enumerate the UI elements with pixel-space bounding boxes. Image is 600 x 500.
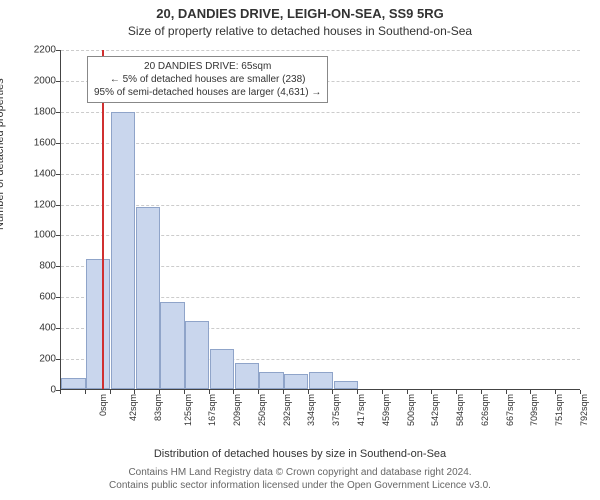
histogram-bar — [284, 374, 308, 389]
x-tick-mark — [506, 390, 507, 394]
y-tick-mark — [56, 359, 60, 360]
y-tick-mark — [56, 235, 60, 236]
x-tick-label: 209sqm — [232, 394, 242, 426]
x-tick-mark — [308, 390, 309, 394]
footer-line1: Contains HM Land Registry data © Crown c… — [0, 467, 600, 480]
chart-title: 20, DANDIES DRIVE, LEIGH-ON-SEA, SS9 5RG — [0, 6, 600, 21]
annotation-line1: 20 DANDIES DRIVE: 65sqm — [94, 60, 321, 73]
footer-attribution: Contains HM Land Registry data © Crown c… — [0, 467, 600, 492]
x-tick-label: 459sqm — [381, 394, 391, 426]
histogram-bar — [309, 372, 333, 389]
x-tick-label: 250sqm — [257, 394, 267, 426]
x-tick-label: 292sqm — [282, 394, 292, 426]
x-axis-label: Distribution of detached houses by size … — [0, 448, 600, 460]
x-tick-mark — [209, 390, 210, 394]
y-tick-label: 2200 — [28, 45, 56, 56]
annotation-box: 20 DANDIES DRIVE: 65sqm ← 5% of detached… — [87, 56, 328, 103]
annotation-line3: 95% of semi-detached houses are larger (… — [94, 86, 321, 99]
y-tick-mark — [56, 297, 60, 298]
x-tick-mark — [580, 390, 581, 394]
x-tick-label: 709sqm — [529, 394, 539, 426]
gridline — [61, 50, 580, 51]
x-tick-label: 584sqm — [455, 394, 465, 426]
x-tick-label: 83sqm — [153, 394, 163, 421]
y-tick-mark — [56, 143, 60, 144]
x-tick-mark — [184, 390, 185, 394]
gridline — [61, 112, 580, 113]
chart-subtitle: Size of property relative to detached ho… — [0, 24, 600, 38]
x-tick-label: 334sqm — [307, 394, 317, 426]
histogram-bar — [86, 259, 110, 389]
y-tick-mark — [56, 205, 60, 206]
histogram-bar — [111, 112, 135, 389]
y-tick-label: 400 — [28, 323, 56, 334]
y-tick-label: 1200 — [28, 199, 56, 210]
chart-container: 20, DANDIES DRIVE, LEIGH-ON-SEA, SS9 5RG… — [0, 0, 600, 500]
x-tick-label: 417sqm — [356, 394, 366, 426]
y-tick-label: 200 — [28, 354, 56, 365]
y-tick-label: 0 — [28, 385, 56, 396]
y-tick-mark — [56, 266, 60, 267]
x-tick-mark — [357, 390, 358, 394]
x-tick-label: 125sqm — [183, 394, 193, 426]
x-tick-mark — [530, 390, 531, 394]
x-tick-label: 792sqm — [579, 394, 589, 426]
gridline — [61, 205, 580, 206]
y-tick-mark — [56, 112, 60, 113]
histogram-bar — [160, 302, 184, 389]
x-tick-label: 751sqm — [554, 394, 564, 426]
y-tick-label: 2000 — [28, 75, 56, 86]
x-tick-label: 42sqm — [128, 394, 138, 421]
x-tick-mark — [555, 390, 556, 394]
gridline — [61, 143, 580, 144]
y-tick-label: 1600 — [28, 137, 56, 148]
gridline — [61, 174, 580, 175]
x-tick-label: 542sqm — [430, 394, 440, 426]
x-tick-label: 500sqm — [406, 394, 416, 426]
footer-line2: Contains public sector information licen… — [0, 480, 600, 493]
x-tick-mark — [431, 390, 432, 394]
y-axis-label: Number of detached properties — [0, 78, 6, 230]
x-tick-mark — [134, 390, 135, 394]
histogram-bar — [235, 363, 259, 389]
x-tick-label: 0sqm — [98, 394, 108, 416]
x-tick-mark — [159, 390, 160, 394]
x-tick-mark — [233, 390, 234, 394]
y-tick-mark — [56, 50, 60, 51]
x-tick-mark — [85, 390, 86, 394]
x-tick-mark — [60, 390, 61, 394]
annotation-line2: ← 5% of detached houses are smaller (238… — [94, 73, 321, 86]
histogram-bar — [259, 372, 283, 389]
x-tick-mark — [382, 390, 383, 394]
y-tick-label: 1000 — [28, 230, 56, 241]
histogram-bar — [334, 381, 358, 390]
y-tick-label: 600 — [28, 292, 56, 303]
x-tick-label: 375sqm — [331, 394, 341, 426]
y-tick-mark — [56, 328, 60, 329]
y-tick-label: 1800 — [28, 106, 56, 117]
x-tick-label: 626sqm — [480, 394, 490, 426]
y-tick-label: 1400 — [28, 168, 56, 179]
y-tick-mark — [56, 81, 60, 82]
y-tick-mark — [56, 174, 60, 175]
x-tick-mark — [407, 390, 408, 394]
x-tick-label: 167sqm — [207, 394, 217, 426]
x-tick-mark — [110, 390, 111, 394]
x-tick-mark — [283, 390, 284, 394]
x-tick-mark — [481, 390, 482, 394]
x-tick-mark — [332, 390, 333, 394]
histogram-bar — [210, 349, 234, 389]
x-tick-mark — [456, 390, 457, 394]
plot-area: 20 DANDIES DRIVE: 65sqm ← 5% of detached… — [60, 50, 580, 390]
histogram-bar — [136, 207, 160, 389]
x-tick-mark — [258, 390, 259, 394]
y-tick-label: 800 — [28, 261, 56, 272]
x-tick-label: 667sqm — [505, 394, 515, 426]
histogram-bar — [185, 321, 209, 389]
histogram-bar — [61, 378, 85, 389]
